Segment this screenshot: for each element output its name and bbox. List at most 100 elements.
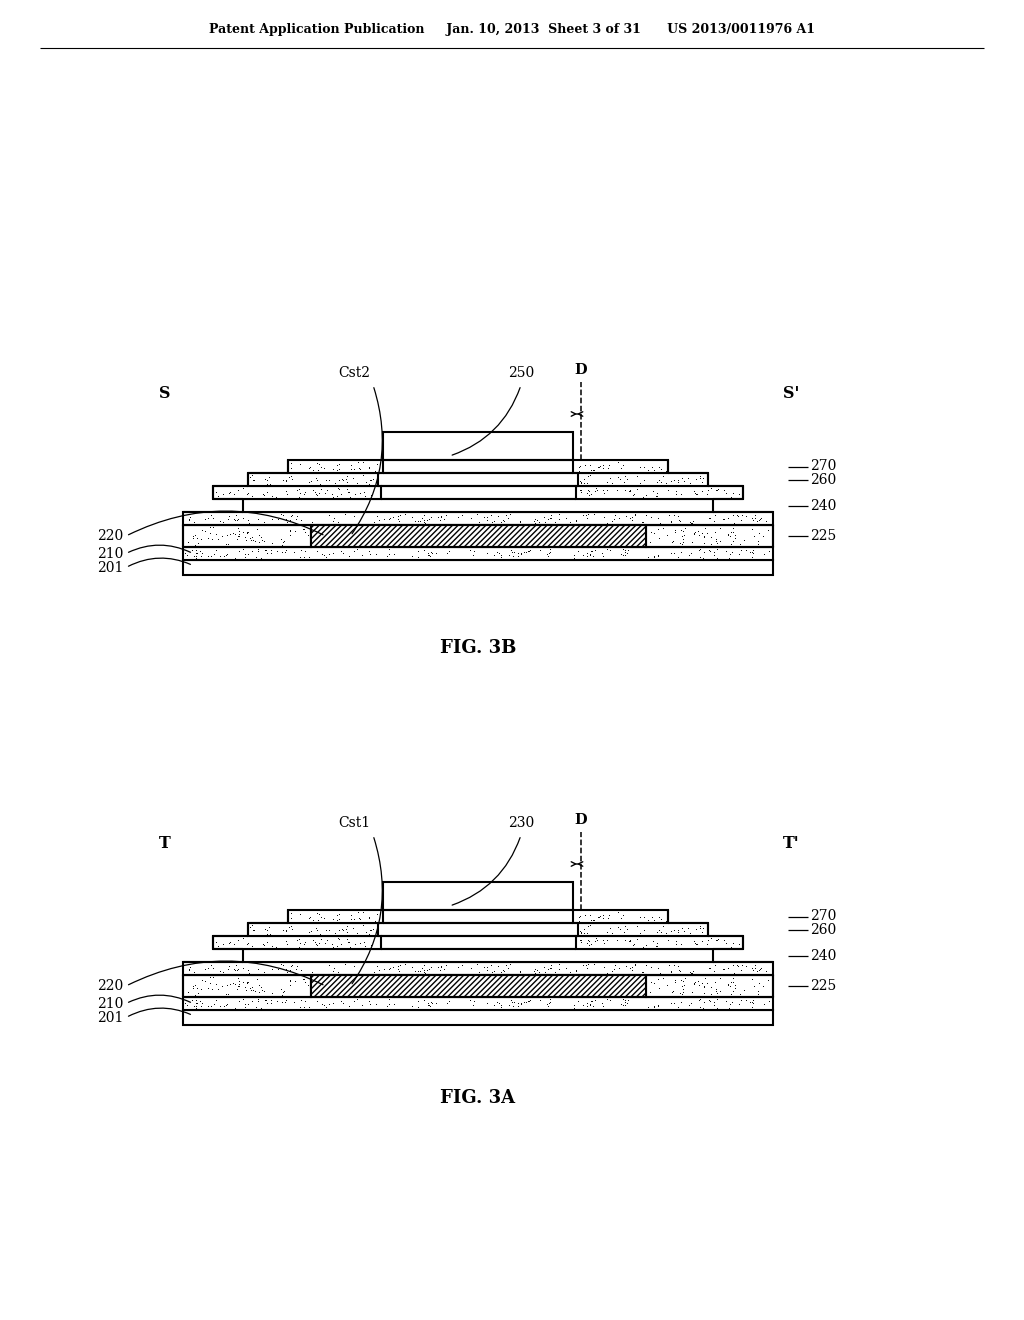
- Point: [279, 958, 295, 979]
- Point: [278, 540, 294, 561]
- Point: [615, 921, 632, 942]
- Point: [674, 533, 690, 554]
- Point: [489, 991, 506, 1012]
- Point: [416, 990, 432, 1011]
- Point: [297, 972, 313, 993]
- Point: [450, 507, 466, 528]
- Point: [510, 543, 526, 564]
- Point: [596, 483, 612, 504]
- Point: [618, 543, 635, 564]
- Point: [335, 470, 351, 491]
- Point: [351, 932, 368, 953]
- Point: [591, 457, 607, 478]
- Point: [750, 533, 766, 554]
- Point: [689, 483, 706, 504]
- Point: [180, 532, 197, 553]
- Point: [718, 483, 734, 504]
- Point: [245, 529, 261, 550]
- Point: [333, 990, 349, 1011]
- Point: [735, 529, 752, 550]
- Point: [744, 546, 761, 568]
- Point: [612, 919, 629, 940]
- Point: [744, 960, 761, 981]
- Point: [632, 923, 648, 944]
- Point: [439, 543, 456, 564]
- Point: [283, 956, 299, 977]
- Point: [292, 997, 308, 1018]
- Point: [202, 973, 218, 994]
- Point: [536, 957, 552, 978]
- Point: [424, 543, 440, 564]
- Point: [310, 459, 327, 480]
- Point: [390, 961, 407, 982]
- Point: [687, 469, 703, 490]
- Point: [331, 904, 347, 925]
- Point: [197, 508, 213, 529]
- Point: [345, 467, 361, 488]
- Point: [249, 519, 265, 540]
- Point: [437, 954, 454, 975]
- Point: [522, 990, 539, 1011]
- Point: [673, 933, 689, 954]
- Point: [674, 525, 690, 546]
- Point: [608, 929, 625, 950]
- Point: [275, 979, 292, 1001]
- Text: 201: 201: [96, 1011, 123, 1024]
- Point: [317, 483, 334, 504]
- Point: [622, 931, 638, 952]
- Point: [317, 932, 334, 953]
- Point: [280, 483, 296, 504]
- Point: [616, 991, 633, 1012]
- Point: [635, 961, 651, 982]
- Point: [638, 504, 654, 525]
- Point: [230, 975, 247, 997]
- Point: [466, 541, 482, 562]
- Point: [230, 929, 247, 950]
- Point: [221, 482, 238, 503]
- Point: [331, 459, 347, 480]
- Point: [616, 465, 633, 486]
- Point: [296, 932, 312, 953]
- Point: [188, 995, 205, 1016]
- Point: [503, 989, 519, 1010]
- Point: [743, 507, 760, 528]
- Point: [185, 978, 202, 999]
- Point: [579, 545, 595, 566]
- Point: [520, 990, 537, 1011]
- Point: [646, 545, 663, 566]
- Point: [586, 909, 602, 931]
- Point: [504, 991, 520, 1012]
- Point: [204, 529, 220, 550]
- Point: [256, 962, 272, 983]
- Point: [693, 972, 710, 993]
- Point: [551, 508, 567, 529]
- Point: [185, 975, 202, 997]
- Point: [716, 929, 732, 950]
- Point: [599, 989, 615, 1010]
- Point: [187, 989, 204, 1010]
- Point: [501, 544, 517, 565]
- Text: Cst1: Cst1: [338, 816, 370, 830]
- Point: [206, 543, 222, 564]
- Point: [203, 954, 219, 975]
- Point: [180, 508, 197, 529]
- Point: [311, 473, 328, 494]
- Point: [273, 543, 290, 564]
- Point: [733, 960, 750, 981]
- Point: [684, 511, 700, 532]
- Point: [709, 982, 725, 1003]
- Point: [706, 511, 722, 532]
- Point: [278, 470, 294, 491]
- Point: [577, 904, 593, 925]
- Point: [501, 994, 517, 1015]
- Point: [693, 480, 710, 502]
- Point: [307, 931, 324, 952]
- Point: [666, 993, 682, 1014]
- Point: [272, 528, 289, 549]
- Point: [672, 511, 688, 532]
- Point: [301, 471, 317, 492]
- Point: [288, 958, 304, 979]
- Point: [414, 957, 430, 978]
- Point: [665, 981, 681, 1002]
- Point: [357, 471, 374, 492]
